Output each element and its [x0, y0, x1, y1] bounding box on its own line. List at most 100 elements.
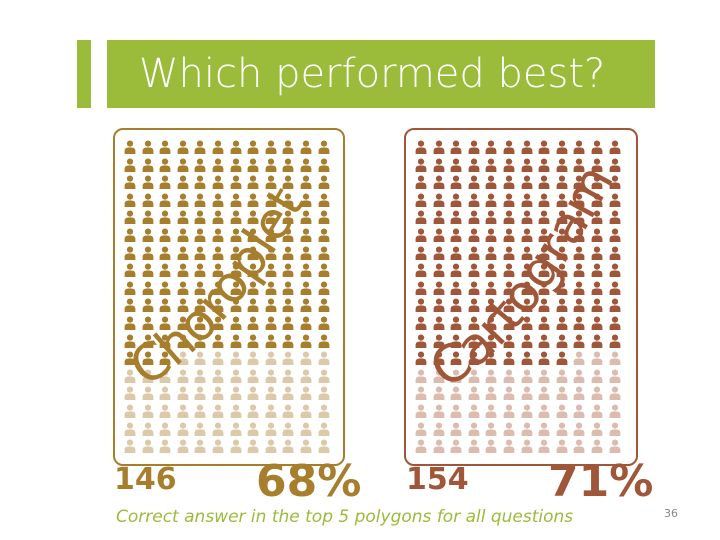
person-icon	[124, 385, 136, 401]
person-icon	[468, 385, 480, 401]
person-icon	[318, 157, 330, 172]
person-icon	[573, 245, 585, 260]
person-icon	[503, 209, 515, 225]
person-icon	[159, 385, 171, 401]
person-icon	[247, 385, 259, 401]
person-icon	[282, 421, 294, 436]
choropleth-percent: 68%	[256, 456, 362, 507]
person-icon	[485, 245, 497, 260]
person-icon	[556, 139, 568, 154]
slide-number: 36	[664, 507, 678, 520]
person-icon	[142, 227, 154, 242]
person-icon	[194, 385, 206, 401]
person-icon	[194, 315, 206, 330]
person-icon	[177, 192, 189, 207]
person-icon	[194, 350, 206, 366]
person-icon	[503, 192, 515, 207]
person-icon	[194, 157, 206, 172]
person-icon	[556, 438, 568, 454]
person-icon	[230, 245, 242, 260]
person-icon	[124, 245, 136, 260]
person-icon	[124, 174, 136, 190]
person-icon	[556, 157, 568, 172]
person-icon	[282, 333, 294, 348]
person-icon	[300, 174, 312, 190]
person-icon	[609, 403, 621, 418]
person-icon	[468, 333, 480, 348]
person-icon	[503, 245, 515, 260]
person-icon	[265, 192, 277, 207]
person-icon	[591, 438, 603, 454]
person-icon	[212, 209, 224, 225]
person-icon	[556, 350, 568, 366]
person-icon	[300, 192, 312, 207]
person-icon	[177, 174, 189, 190]
person-icon	[591, 368, 603, 383]
person-icon	[450, 438, 462, 454]
person-icon	[124, 421, 136, 436]
person-icon	[468, 192, 480, 207]
person-icon	[468, 139, 480, 154]
person-icon	[538, 157, 550, 172]
person-icon	[212, 139, 224, 154]
person-icon	[212, 385, 224, 401]
person-icon	[485, 174, 497, 190]
person-icon	[433, 227, 445, 242]
person-icon	[300, 385, 312, 401]
person-icon	[609, 280, 621, 295]
person-icon	[247, 209, 259, 225]
person-icon	[212, 227, 224, 242]
person-icon	[142, 262, 154, 278]
person-icon	[142, 421, 154, 436]
choropleth-panel: Choropleth	[113, 128, 345, 466]
person-icon	[415, 262, 427, 278]
person-icon	[573, 421, 585, 436]
person-icon	[521, 227, 533, 242]
person-icon	[282, 139, 294, 154]
person-icon	[212, 262, 224, 278]
person-icon	[556, 421, 568, 436]
person-icon	[300, 245, 312, 260]
person-icon	[450, 350, 462, 366]
person-icon	[573, 139, 585, 154]
person-icon	[521, 297, 533, 313]
person-icon	[433, 192, 445, 207]
person-icon	[265, 157, 277, 172]
person-icon	[300, 280, 312, 295]
person-icon	[265, 209, 277, 225]
person-icon	[503, 280, 515, 295]
person-icon	[159, 157, 171, 172]
person-icon	[450, 227, 462, 242]
person-icon	[282, 368, 294, 383]
person-icon	[556, 245, 568, 260]
person-icon	[591, 297, 603, 313]
person-icon	[468, 368, 480, 383]
person-icon	[433, 157, 445, 172]
person-icon	[573, 157, 585, 172]
person-icon	[194, 174, 206, 190]
person-icon	[468, 280, 480, 295]
person-icon	[159, 174, 171, 190]
person-icon	[415, 333, 427, 348]
person-icon	[265, 297, 277, 313]
person-icon	[282, 245, 294, 260]
person-icon	[230, 227, 242, 242]
person-icon	[450, 403, 462, 418]
person-icon	[159, 139, 171, 154]
person-icon	[433, 385, 445, 401]
person-icon	[468, 245, 480, 260]
person-icon	[609, 421, 621, 436]
person-icon	[485, 438, 497, 454]
person-icon	[503, 174, 515, 190]
person-icon	[468, 315, 480, 330]
person-icon	[485, 139, 497, 154]
person-icon	[609, 192, 621, 207]
person-icon	[521, 438, 533, 454]
person-icon	[609, 438, 621, 454]
person-icon	[124, 262, 136, 278]
person-icon	[450, 157, 462, 172]
person-icon	[194, 245, 206, 260]
person-icon	[194, 262, 206, 278]
person-icon	[521, 157, 533, 172]
person-icon	[318, 315, 330, 330]
